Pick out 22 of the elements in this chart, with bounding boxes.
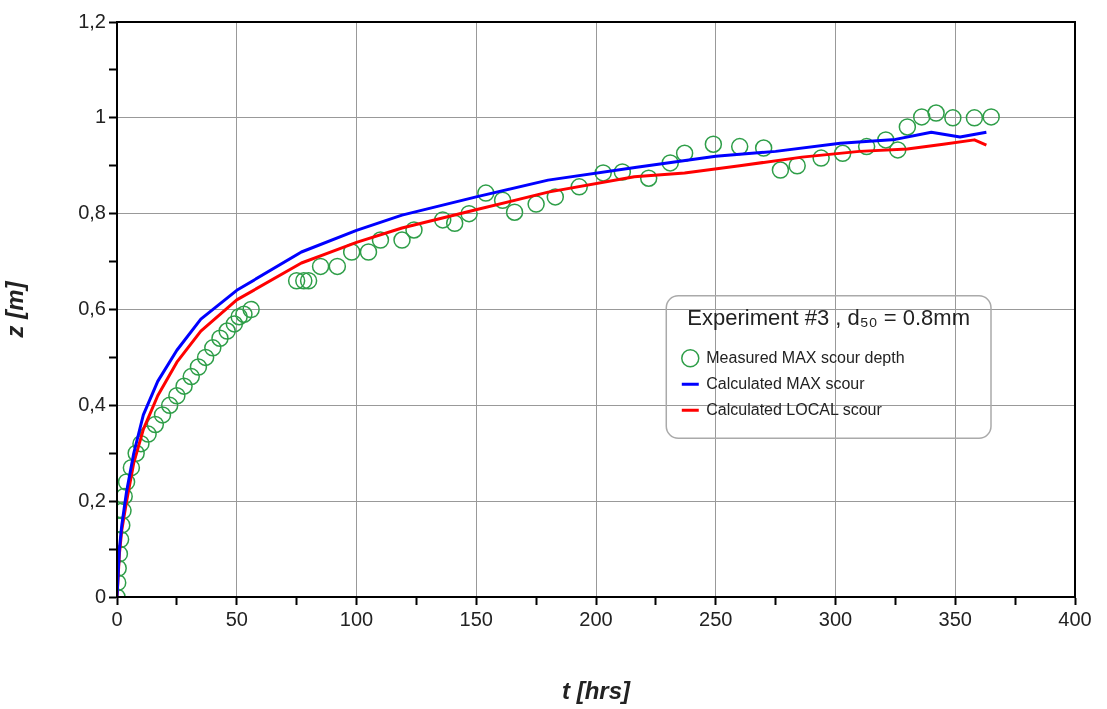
y-tick-label: 0 bbox=[94, 584, 106, 607]
x-tick-label: 250 bbox=[699, 607, 733, 630]
y-tick-label: 0,8 bbox=[78, 201, 106, 224]
y-tick-label: 1 bbox=[94, 105, 106, 128]
x-tick-label: 100 bbox=[339, 607, 374, 630]
y-axis-title: z [m] bbox=[1, 280, 29, 339]
y-tick-label: 0,2 bbox=[78, 488, 106, 511]
legend-title: Experiment #3 , d₅₀ = 0.8mm bbox=[687, 304, 971, 330]
x-tick-label: 300 bbox=[818, 607, 853, 630]
x-tick-label: 400 bbox=[1058, 607, 1092, 630]
x-tick-label: 150 bbox=[459, 607, 493, 630]
x-tick-label: 200 bbox=[579, 607, 613, 630]
legend-label: Measured MAX scour depth bbox=[706, 348, 905, 366]
x-tick-label: 50 bbox=[225, 607, 248, 630]
x-tick-label: 0 bbox=[111, 607, 123, 630]
y-tick-label: 0,4 bbox=[78, 392, 106, 415]
y-tick-label: 1,2 bbox=[78, 9, 106, 32]
legend-label: Calculated LOCAL scour bbox=[706, 400, 883, 418]
y-tick-label: 0,6 bbox=[78, 297, 106, 320]
x-tick-label: 350 bbox=[938, 607, 972, 630]
legend-label: Calculated MAX scour bbox=[706, 374, 866, 392]
x-axis-title: t [hrs] bbox=[562, 677, 631, 705]
